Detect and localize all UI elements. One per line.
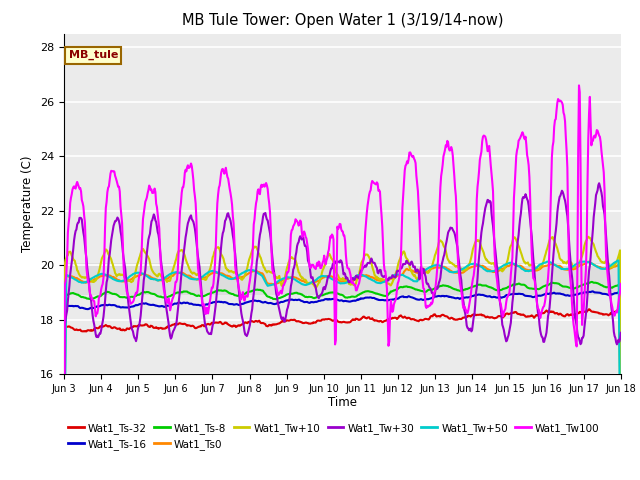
Title: MB Tule Tower: Open Water 1 (3/19/14-now): MB Tule Tower: Open Water 1 (3/19/14-now…: [182, 13, 503, 28]
Bar: [64, 263, 621, 295]
Text: MB_tule: MB_tule: [68, 50, 118, 60]
X-axis label: Time: Time: [328, 396, 357, 408]
Legend: Wat1_Ts-32, Wat1_Ts-16, Wat1_Ts-8, Wat1_Ts0, Wat1_Tw+10, Wat1_Tw+30, Wat1_Tw+50,: Wat1_Ts-32, Wat1_Ts-16, Wat1_Ts-8, Wat1_…: [64, 419, 604, 454]
Y-axis label: Temperature (C): Temperature (C): [22, 156, 35, 252]
